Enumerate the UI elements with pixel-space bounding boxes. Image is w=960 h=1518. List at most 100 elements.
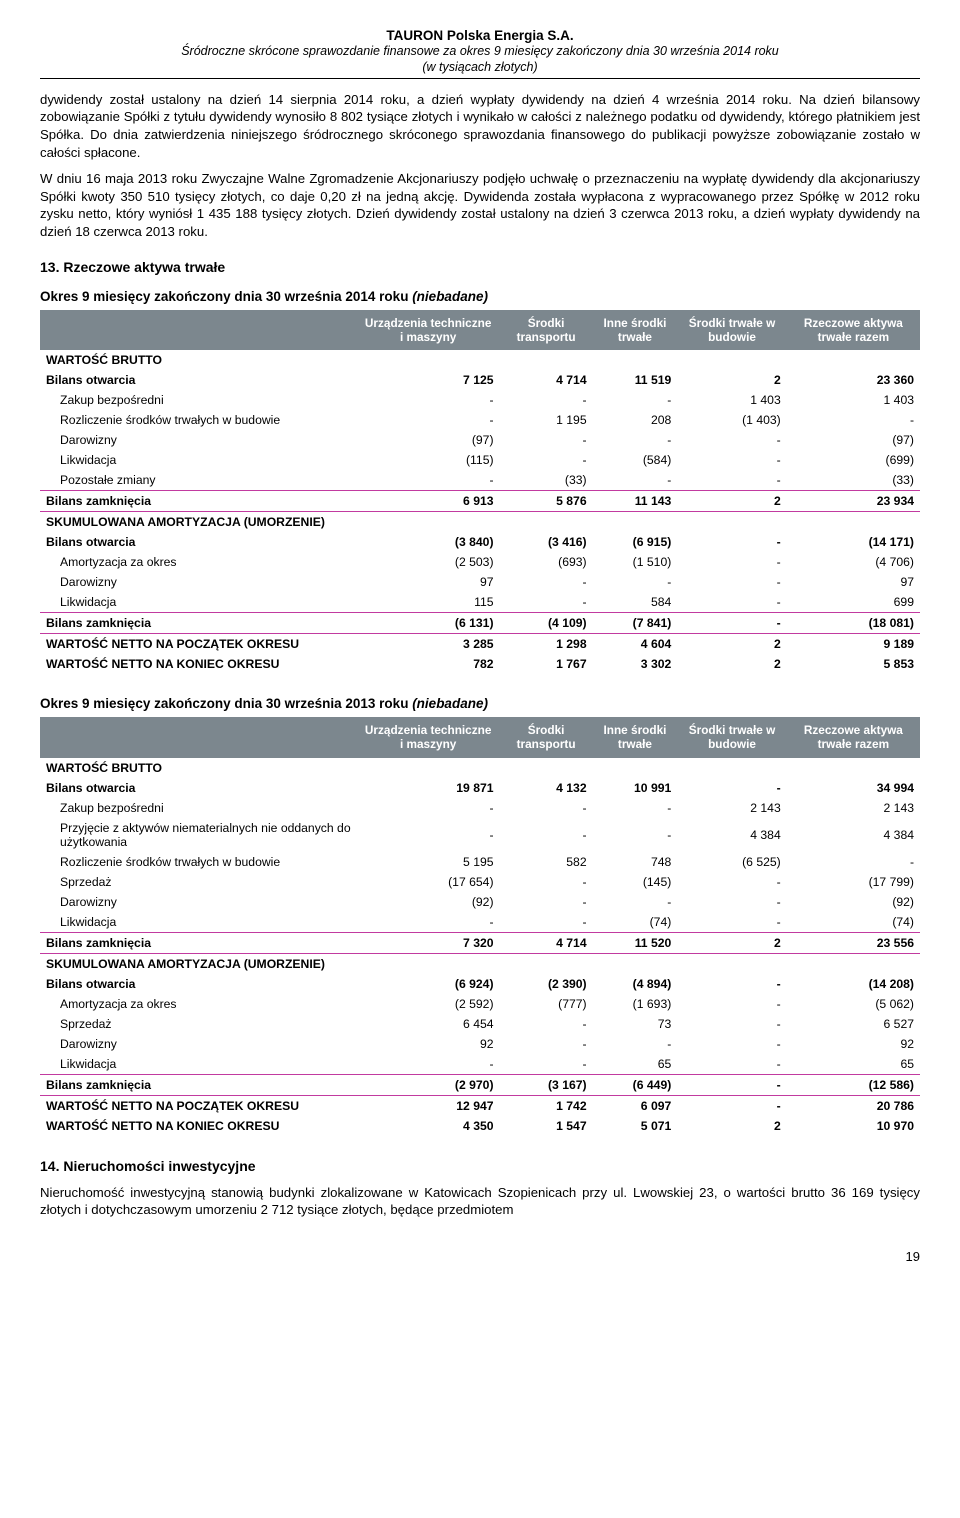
table-row: Pozostałe zmiany-(33)--(33): [40, 470, 920, 491]
cell-value: (693): [500, 552, 593, 572]
cell-value: [500, 350, 593, 370]
cell-value: -: [357, 798, 500, 818]
table-row: WARTOŚĆ NETTO NA KONIEC OKRESU7821 7673 …: [40, 654, 920, 674]
table-row: Przyjęcie z aktywów niematerialnych nie …: [40, 818, 920, 852]
table-2013: Urządzenia techniczne i maszynyŚrodki tr…: [40, 717, 920, 1135]
cell-value: 4 350: [357, 1116, 500, 1136]
cell-value: -: [677, 872, 786, 892]
cell-value: 9 189: [787, 634, 920, 655]
cell-value: 4 384: [677, 818, 786, 852]
cell-value: 1 403: [677, 390, 786, 410]
cell-value: (2 970): [357, 1074, 500, 1095]
row-label: WARTOŚĆ BRUTTO: [40, 758, 357, 778]
cell-value: (5 062): [787, 994, 920, 1014]
cell-value: -: [677, 994, 786, 1014]
cell-value: 11 520: [593, 932, 678, 953]
column-header: Urządzenia techniczne i maszyny: [357, 310, 500, 350]
row-label: Przyjęcie z aktywów niematerialnych nie …: [40, 818, 357, 852]
cell-value: (2 592): [357, 994, 500, 1014]
cell-value: -: [593, 892, 678, 912]
cell-value: -: [677, 470, 786, 491]
cell-value: (6 131): [357, 613, 500, 634]
row-label: Zakup bezpośredni: [40, 798, 357, 818]
cell-value: [593, 512, 678, 533]
row-label: WARTOŚĆ NETTO NA KONIEC OKRESU: [40, 654, 357, 674]
row-label: WARTOŚĆ BRUTTO: [40, 350, 357, 370]
cell-value: [357, 350, 500, 370]
column-header: Środki trwałe w budowie: [677, 717, 786, 757]
table-row: Amortyzacja za okres(2 503)(693)(1 510)-…: [40, 552, 920, 572]
cell-value: (6 449): [593, 1074, 678, 1095]
cell-value: 92: [357, 1034, 500, 1054]
column-header: Środki trwałe w budowie: [677, 310, 786, 350]
cell-value: (74): [787, 912, 920, 933]
cell-value: 97: [357, 572, 500, 592]
document-header: TAURON Polska Energia S.A. Śródroczne sk…: [40, 28, 920, 79]
cell-value: (14 171): [787, 532, 920, 552]
row-label: Rozliczenie środków trwałych w budowie: [40, 852, 357, 872]
cell-value: (12 586): [787, 1074, 920, 1095]
table-row: SKUMULOWANA AMORTYZACJA (UMORZENIE): [40, 512, 920, 533]
cell-value: -: [593, 798, 678, 818]
row-label: Bilans otwarcia: [40, 974, 357, 994]
cell-value: -: [787, 852, 920, 872]
cell-value: [593, 350, 678, 370]
cell-value: [357, 758, 500, 778]
cell-value: -: [677, 892, 786, 912]
table-row: SKUMULOWANA AMORTYZACJA (UMORZENIE): [40, 953, 920, 974]
cell-value: 23 934: [787, 491, 920, 512]
cell-value: -: [593, 390, 678, 410]
table-row: Darowizny97---97: [40, 572, 920, 592]
cell-value: [787, 758, 920, 778]
cell-value: 6 527: [787, 1014, 920, 1034]
subheading-2014-text: Okres 9 miesięcy zakończony dnia 30 wrze…: [40, 289, 412, 304]
cell-value: (6 525): [677, 852, 786, 872]
cell-value: 4 604: [593, 634, 678, 655]
table-row: Bilans zamknięcia(6 131)(4 109)(7 841)-(…: [40, 613, 920, 634]
cell-value: (33): [787, 470, 920, 491]
cell-value: [357, 512, 500, 533]
cell-value: 6 454: [357, 1014, 500, 1034]
cell-value: 6 097: [593, 1095, 678, 1116]
cell-value: (4 894): [593, 974, 678, 994]
cell-value: 4 714: [500, 370, 593, 390]
cell-value: -: [677, 1095, 786, 1116]
cell-value: -: [500, 430, 593, 450]
cell-value: (14 208): [787, 974, 920, 994]
cell-value: [787, 953, 920, 974]
cell-value: (1 693): [593, 994, 678, 1014]
cell-value: -: [500, 1014, 593, 1034]
cell-value: 1 195: [500, 410, 593, 430]
table-row: Bilans otwarcia(3 840)(3 416)(6 915)-(14…: [40, 532, 920, 552]
row-label: WARTOŚĆ NETTO NA KONIEC OKRESU: [40, 1116, 357, 1136]
table-row: Zakup bezpośredni---2 1432 143: [40, 798, 920, 818]
row-label: Bilans zamknięcia: [40, 491, 357, 512]
row-label: Amortyzacja za okres: [40, 552, 357, 572]
cell-value: 65: [593, 1054, 678, 1075]
cell-value: 20 786: [787, 1095, 920, 1116]
cell-value: 12 947: [357, 1095, 500, 1116]
column-header: Środki transportu: [500, 717, 593, 757]
cell-value: -: [677, 552, 786, 572]
cell-value: -: [593, 1034, 678, 1054]
subheading-2014-ital: (niebadane): [412, 289, 488, 304]
column-header: Rzeczowe aktywa trwałe razem: [787, 310, 920, 350]
cell-value: (3 416): [500, 532, 593, 552]
cell-value: 5 853: [787, 654, 920, 674]
cell-value: 10 970: [787, 1116, 920, 1136]
cell-value: -: [500, 450, 593, 470]
table-row: Rozliczenie środków trwałych w budowie5 …: [40, 852, 920, 872]
cell-value: 699: [787, 592, 920, 613]
cell-value: 2: [677, 634, 786, 655]
subheading-2014: Okres 9 miesięcy zakończony dnia 30 wrze…: [40, 289, 920, 304]
row-label: Likwidacja: [40, 1054, 357, 1075]
subheading-2013-ital: (niebadane): [412, 696, 488, 711]
cell-value: 97: [787, 572, 920, 592]
cell-value: (4 706): [787, 552, 920, 572]
cell-value: (2 503): [357, 552, 500, 572]
company-name: TAURON Polska Energia S.A.: [40, 28, 920, 43]
cell-value: [677, 350, 786, 370]
subheading-2013: Okres 9 miesięcy zakończony dnia 30 wrze…: [40, 696, 920, 711]
cell-value: 1 298: [500, 634, 593, 655]
cell-value: 2: [677, 491, 786, 512]
